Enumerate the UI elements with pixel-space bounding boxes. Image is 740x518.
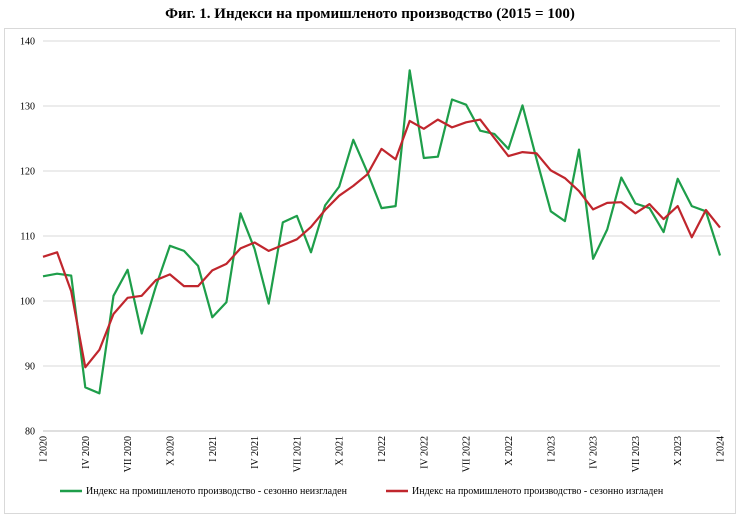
chart-title: Фиг. 1. Индекси на промишленото производ… <box>165 6 575 22</box>
y-tick-label: 100 <box>20 297 35 308</box>
chart-frame <box>4 28 736 514</box>
x-tick-label: I 2024 <box>716 436 727 462</box>
y-tick-label: 140 <box>20 37 35 48</box>
series-adjusted-line <box>42 118 721 369</box>
x-tick-label: X 2022 <box>504 436 515 466</box>
y-tick-label: 80 <box>25 427 35 438</box>
x-tick-label: I 2020 <box>39 436 50 462</box>
y-tick-label: 110 <box>20 232 35 243</box>
x-tick-label: IV 2023 <box>589 436 600 469</box>
x-tick-label: VII 2020 <box>123 436 134 472</box>
x-tick-label: IV 2021 <box>250 436 261 469</box>
x-tick-label: VII 2021 <box>292 436 303 472</box>
y-axis-ticks: 80 90 100 110 120 130 140 <box>20 37 35 438</box>
x-tick-label: IV 2020 <box>81 436 92 469</box>
y-tick-label: 130 <box>20 102 35 113</box>
x-tick-label: IV 2022 <box>419 436 430 469</box>
x-tick-label: I 2022 <box>377 436 388 462</box>
y-tick-label: 120 <box>20 167 35 178</box>
legend-label-unadjusted: Индекс на промишленото производство - се… <box>86 486 348 497</box>
series-lines <box>42 69 722 395</box>
x-axis-ticks: I 2020 IV 2020 VII 2020 X 2020 I 2021 IV 2021… <box>39 436 727 472</box>
x-tick-label: X 2020 <box>165 436 176 466</box>
x-tick-label: X 2021 <box>335 436 346 466</box>
legend-label-adjusted: Индекс на промишленото производство - се… <box>412 486 664 497</box>
series-unadjusted-line <box>42 69 722 395</box>
legend: Индекс на промишленото производство - се… <box>60 486 664 497</box>
x-tick-label: I 2021 <box>208 436 219 462</box>
gridlines <box>43 40 720 432</box>
x-tick-label: I 2023 <box>546 436 557 462</box>
x-tick-label: X 2023 <box>673 436 684 466</box>
x-tick-label: VII 2023 <box>631 436 642 472</box>
x-tick-label: VII 2022 <box>462 436 473 472</box>
y-tick-label: 90 <box>25 362 35 373</box>
